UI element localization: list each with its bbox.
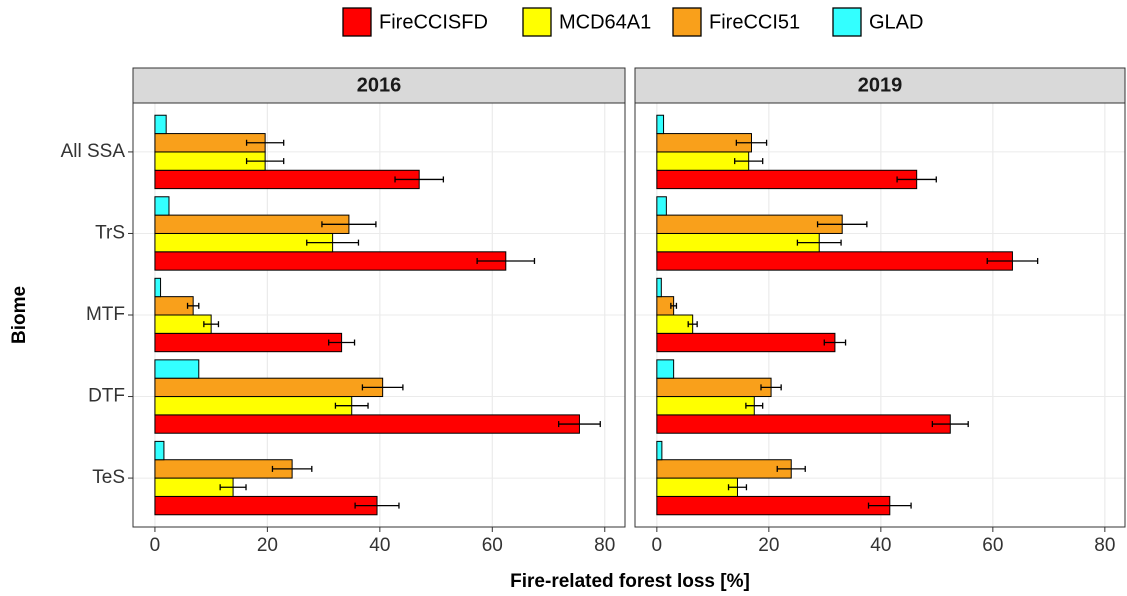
bar — [154, 495, 378, 516]
x-tick-label: 40 — [870, 535, 891, 556]
legend-swatch — [832, 7, 862, 37]
strip — [132, 67, 626, 104]
bar — [154, 332, 343, 353]
panel-border — [132, 102, 626, 528]
x-tick-label: 80 — [594, 535, 615, 556]
error-bar — [986, 257, 1039, 264]
bar — [656, 359, 675, 379]
bar — [154, 277, 162, 298]
bar — [154, 359, 200, 379]
bar — [656, 495, 891, 516]
error-bar — [734, 158, 764, 165]
panel-title: 2016 — [357, 74, 402, 96]
y-tick-label: DTF — [88, 386, 125, 407]
x-tick-label: 80 — [1094, 535, 1115, 556]
error-bar — [745, 402, 764, 409]
error-bar — [776, 465, 806, 472]
x-tick-label: 20 — [257, 535, 278, 556]
bar — [656, 196, 667, 216]
y-tick-label: TrS — [95, 222, 125, 243]
x-tick-label: 60 — [482, 535, 503, 556]
bar — [154, 314, 212, 334]
bar — [656, 332, 836, 353]
bar — [154, 114, 167, 135]
bar — [656, 477, 738, 497]
error-bar — [361, 384, 404, 391]
bar — [154, 414, 580, 434]
legend-swatch — [522, 7, 552, 37]
bar — [656, 396, 755, 416]
error-bar — [245, 158, 285, 165]
bar — [656, 440, 663, 461]
y-tick-label: All SSA — [61, 141, 126, 162]
bar — [656, 114, 665, 135]
legend-label: MCD64A1 — [559, 11, 651, 33]
error-bar — [271, 465, 313, 472]
panel-title: 2019 — [858, 74, 903, 96]
bar — [656, 377, 772, 398]
error-bar — [735, 139, 768, 146]
x-tick-label: 40 — [369, 535, 390, 556]
y-tick-label: TeS — [92, 467, 125, 488]
error-bar — [306, 239, 360, 246]
error-bar — [687, 321, 698, 328]
error-bar — [558, 421, 601, 428]
bar — [656, 414, 951, 434]
error-bar — [727, 484, 748, 491]
error-bar — [328, 339, 356, 346]
bar — [154, 440, 165, 461]
error-bar — [219, 484, 247, 491]
legend-label: FireCCI51 — [709, 11, 800, 33]
legend-swatch — [672, 7, 702, 37]
error-bar — [476, 257, 536, 264]
bar — [656, 169, 918, 190]
error-bar — [334, 402, 369, 409]
error-bar — [670, 302, 678, 309]
error-bar — [823, 339, 847, 346]
error-bar — [896, 176, 937, 183]
bar — [154, 196, 170, 216]
error-bar — [796, 239, 842, 246]
bar — [656, 214, 843, 234]
x-axis-title: Fire-related forest loss [%] — [510, 571, 750, 592]
legend-label: GLAD — [869, 11, 923, 33]
legend-swatch — [342, 7, 372, 37]
error-bar — [816, 221, 868, 228]
bar — [154, 396, 353, 416]
error-bar — [931, 421, 969, 428]
bar — [154, 459, 293, 479]
legend-label: FireCCISFD — [379, 11, 488, 33]
y-axis-title: Biome — [9, 286, 30, 344]
y-tick-label: MTF — [86, 304, 125, 325]
bar — [656, 277, 662, 298]
bar — [154, 232, 334, 253]
bar — [656, 459, 792, 479]
error-bar — [321, 221, 377, 228]
error-bar — [245, 139, 285, 146]
x-tick-label: 60 — [982, 535, 1003, 556]
x-tick-label: 0 — [150, 535, 161, 556]
panel-border — [634, 102, 1126, 528]
bar — [154, 377, 384, 398]
error-bar — [354, 502, 400, 509]
x-tick-label: 0 — [652, 535, 663, 556]
bar — [656, 232, 820, 253]
bar — [154, 251, 507, 271]
bar — [656, 314, 694, 334]
bar — [656, 251, 1013, 271]
error-bar — [203, 321, 220, 328]
bar — [154, 169, 420, 190]
error-bar — [760, 384, 782, 391]
bar — [154, 214, 350, 234]
strip — [634, 67, 1126, 104]
error-bar — [186, 302, 200, 309]
error-bar — [867, 502, 912, 509]
x-tick-label: 20 — [758, 535, 779, 556]
error-bar — [394, 176, 445, 183]
